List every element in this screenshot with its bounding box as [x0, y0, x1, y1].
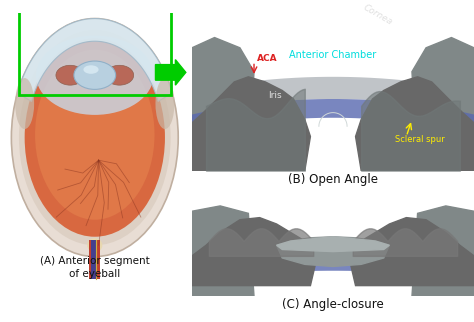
- Polygon shape: [356, 77, 474, 171]
- Polygon shape: [18, 19, 172, 101]
- Ellipse shape: [87, 238, 102, 252]
- Bar: [19, 10, 171, 95]
- Ellipse shape: [15, 78, 34, 129]
- Ellipse shape: [74, 61, 116, 90]
- Text: Scleral spur: Scleral spur: [395, 136, 445, 145]
- Polygon shape: [0, 99, 474, 265]
- Polygon shape: [192, 218, 319, 286]
- Polygon shape: [347, 218, 474, 286]
- Text: (A) Anterior segment
of eyeball: (A) Anterior segment of eyeball: [40, 256, 150, 279]
- Text: ACA: ACA: [257, 53, 277, 62]
- Ellipse shape: [155, 78, 174, 129]
- Ellipse shape: [19, 30, 171, 245]
- Bar: [91, 240, 97, 279]
- Polygon shape: [277, 237, 389, 267]
- Polygon shape: [192, 206, 254, 296]
- Ellipse shape: [56, 65, 84, 85]
- Ellipse shape: [105, 65, 134, 85]
- Polygon shape: [0, 257, 474, 322]
- Text: (C) Angle-closure: (C) Angle-closure: [282, 298, 384, 311]
- FancyArrow shape: [155, 60, 186, 85]
- Polygon shape: [277, 237, 389, 251]
- Ellipse shape: [36, 35, 154, 115]
- Ellipse shape: [11, 19, 178, 257]
- Polygon shape: [412, 206, 474, 296]
- Polygon shape: [412, 38, 474, 171]
- Text: Iris: Iris: [268, 91, 282, 100]
- Ellipse shape: [83, 65, 99, 74]
- Polygon shape: [192, 77, 310, 171]
- Polygon shape: [192, 38, 254, 171]
- Polygon shape: [0, 77, 474, 259]
- Text: (B) Open Angle: (B) Open Angle: [288, 173, 378, 185]
- Ellipse shape: [35, 50, 155, 220]
- Text: Cornea: Cornea: [361, 4, 393, 27]
- Polygon shape: [0, 241, 474, 322]
- Bar: [89, 240, 100, 279]
- Text: Anterior Chamber: Anterior Chamber: [289, 50, 377, 60]
- Ellipse shape: [25, 38, 165, 237]
